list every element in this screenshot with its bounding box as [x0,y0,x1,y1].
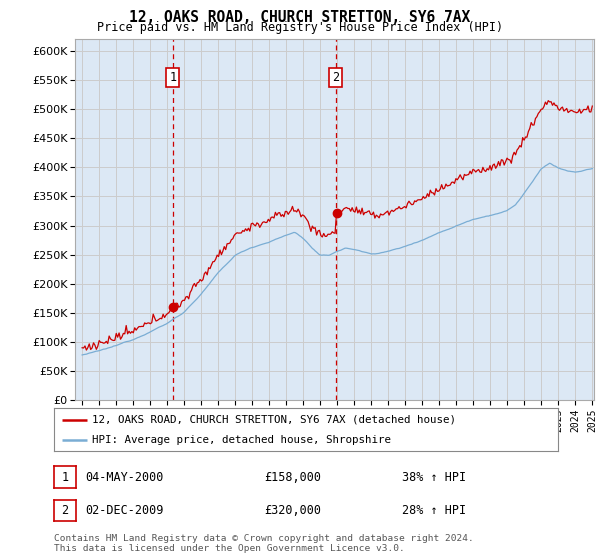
Text: 12, OAKS ROAD, CHURCH STRETTON, SY6 7AX: 12, OAKS ROAD, CHURCH STRETTON, SY6 7AX [130,10,470,25]
Text: 1: 1 [61,470,68,484]
Text: 28% ↑ HPI: 28% ↑ HPI [402,504,466,517]
Text: Price paid vs. HM Land Registry's House Price Index (HPI): Price paid vs. HM Land Registry's House … [97,21,503,34]
Text: 02-DEC-2009: 02-DEC-2009 [85,504,164,517]
Text: 04-MAY-2000: 04-MAY-2000 [85,470,164,484]
Text: 38% ↑ HPI: 38% ↑ HPI [402,470,466,484]
Text: 12, OAKS ROAD, CHURCH STRETTON, SY6 7AX (detached house): 12, OAKS ROAD, CHURCH STRETTON, SY6 7AX … [92,415,456,424]
Text: HPI: Average price, detached house, Shropshire: HPI: Average price, detached house, Shro… [92,435,391,445]
Text: £320,000: £320,000 [264,504,321,517]
Text: 2: 2 [332,71,340,83]
Text: 2: 2 [61,504,68,517]
Text: Contains HM Land Registry data © Crown copyright and database right 2024.
This d: Contains HM Land Registry data © Crown c… [54,534,474,553]
Text: £158,000: £158,000 [264,470,321,484]
Text: 1: 1 [169,71,176,83]
